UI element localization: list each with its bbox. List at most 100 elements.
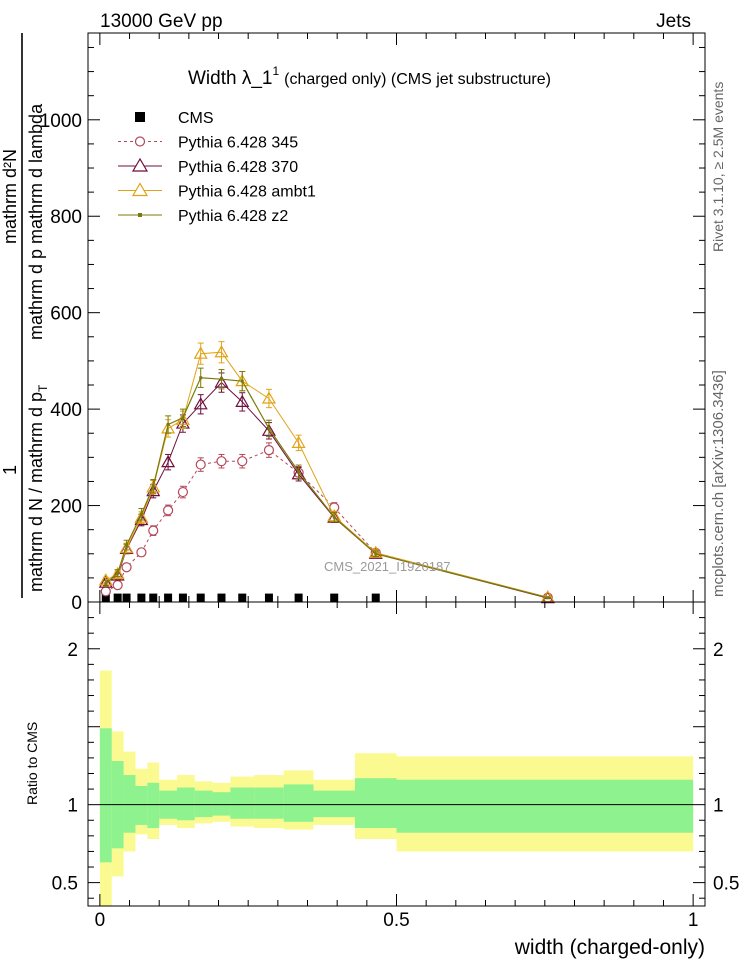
legend-symbol: [138, 213, 142, 217]
chart-title: Width λ_11 (charged only) (CMS jet substr…: [188, 64, 551, 89]
data-point: [134, 510, 149, 523]
x-tick-label: 1: [688, 910, 699, 931]
data-point: [112, 580, 123, 591]
source-label: mcplots.cern.ch [arXiv:1306.3436]: [710, 370, 727, 597]
data-point: [216, 456, 227, 467]
legend-label: Pythia 6.428 370: [178, 159, 298, 176]
data-point: [219, 377, 223, 381]
cms-data-point: [264, 593, 273, 602]
data-point: [100, 586, 111, 597]
data-point: [195, 459, 206, 470]
y-label-denominator: mathrm d N / mathrm d pT: [26, 384, 50, 592]
data-point: [110, 566, 125, 580]
chart-title-sup: 1: [272, 64, 279, 78]
legend-symbol: [131, 157, 149, 172]
data-point: [297, 470, 301, 474]
energy-label: 13000 GeV pp: [100, 11, 223, 32]
ratio-panel: 0.5 0.5 1 1 2 2 0 0.5 1 Ratio to CMS width (char…: [24, 601, 740, 959]
data-point: [193, 397, 208, 410]
x-tick-label: 0: [95, 910, 106, 931]
cms-data-point: [238, 593, 247, 602]
data-point: [116, 571, 120, 575]
watermark: CMS_2021_I1920187: [324, 559, 451, 574]
cms-data-point: [217, 593, 226, 602]
ratio-y-tick-label: 0.5: [52, 874, 78, 895]
uncertainty-band-inner: [194, 790, 213, 818]
ratio-y-tick-label-right: 0.5: [713, 874, 739, 895]
uncertainty-band-inner: [230, 787, 255, 819]
data-point: [119, 540, 134, 554]
rivet-label: Rivet 3.1.10, ≥ 2.5M events: [710, 82, 726, 252]
y-label-denominator-sub: T: [36, 384, 50, 392]
legend-symbol: [135, 112, 145, 122]
uncertainty-band-inner: [212, 792, 231, 816]
ratio-y-tick-label-right: 1: [713, 796, 724, 817]
data-point: [291, 435, 306, 448]
data-point: [193, 346, 208, 359]
legend-label: Pythia 6.428 345: [178, 135, 298, 152]
cms-data-point: [122, 593, 131, 602]
series-line: [105, 449, 548, 599]
main-panel: 0 200 400 600 800 1000 Width λ_11 (charged onl…: [40, 32, 706, 614]
data-point: [146, 483, 161, 497]
uncertainty-band-inner: [313, 790, 355, 818]
x-tick-label: 0.5: [383, 910, 409, 931]
cms-data-point: [330, 593, 339, 602]
cms-data-point: [164, 593, 173, 602]
cms-data-point: [178, 593, 187, 602]
data-point: [374, 552, 378, 556]
legend-symbol: [134, 136, 146, 147]
main-y-axis-label: 1 mathrm d N / mathrm d pT mathrm d²N ma…: [0, 33, 50, 598]
data-point: [136, 547, 147, 558]
data-point: [332, 515, 336, 519]
data-point: [148, 525, 159, 536]
main-series-group: [98, 341, 555, 604]
y-tick-label: 200: [50, 497, 82, 518]
y-label-denominator-text: mathrm d N / mathrm d p: [26, 392, 46, 592]
cms-data-point: [113, 593, 122, 602]
uncertainty-band-inner: [283, 784, 314, 822]
data-point: [261, 391, 276, 404]
ratio-y-tick-label-right: 2: [713, 640, 724, 661]
data-point: [199, 376, 203, 380]
legend-label: Pythia 6.428 ambt1: [178, 184, 316, 201]
x-axis-label: width (charged-only): [514, 936, 705, 959]
legend: CMS Pythia 6.428 345 Pythia 6.428 370 Pythi…: [118, 110, 316, 225]
main-y-axis: [88, 33, 705, 603]
cms-data-point: [149, 593, 158, 602]
data-point: [139, 512, 143, 516]
uncertainty-band-inner: [99, 728, 112, 863]
y-label-one: 1: [0, 465, 20, 475]
y-tick-label: 400: [50, 400, 82, 421]
data-point: [125, 543, 129, 547]
y-label-numerator: mathrm d²N: [0, 149, 20, 244]
data-point: [181, 416, 185, 420]
data-point: [121, 562, 132, 573]
cms-data-point: [196, 593, 205, 602]
data-point: [166, 423, 170, 427]
data-point: [161, 454, 176, 468]
jets-label: Jets: [656, 11, 691, 32]
ratio-tick-labels: 0.5 0.5 1 1 2 2 0 0.5 1: [52, 640, 740, 931]
ratio-y-label: Ratio to CMS: [24, 722, 40, 805]
ratio-y-tick-label: 2: [67, 640, 78, 661]
chart-title-main: Width λ_1: [188, 68, 272, 89]
data-point: [546, 596, 550, 600]
y-tick-label: 600: [50, 304, 82, 325]
data-point: [240, 379, 244, 383]
main-y-tick-labels: 0 200 400 600 800 1000: [40, 111, 82, 614]
legend-symbol: [131, 182, 149, 197]
ratio-bands: [99, 670, 694, 906]
y-label-numerator-denominator: mathrm d p mathrm d lambda: [26, 103, 46, 340]
data-point: [263, 445, 275, 456]
legend-label: Pythia 6.428 z2: [178, 208, 288, 225]
y-tick-label: 1000: [40, 111, 82, 132]
data-point: [151, 484, 155, 488]
y-tick-label: 0: [71, 593, 82, 614]
data-point: [162, 505, 174, 516]
uncertainty-band-inner: [176, 787, 195, 821]
data-point: [104, 582, 108, 586]
cms-data-point: [294, 593, 303, 602]
data-point: [177, 486, 189, 498]
data-point: [110, 568, 125, 581]
